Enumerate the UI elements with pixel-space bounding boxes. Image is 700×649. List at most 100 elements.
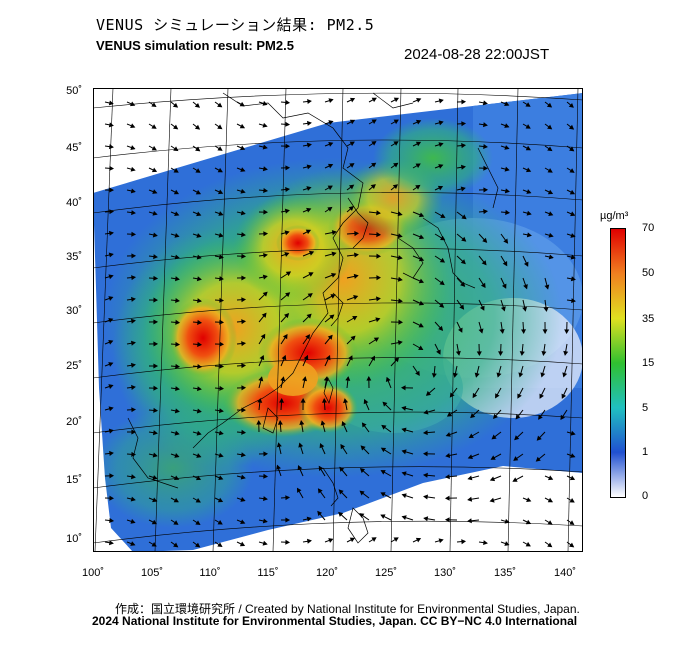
wind-arrow-head — [174, 276, 180, 282]
wind-arrow-head — [483, 187, 489, 193]
wind-arrow-head — [397, 233, 403, 239]
wind-arrow-head — [446, 411, 453, 417]
wind-arrow-head — [174, 211, 180, 216]
wind-arrow-head — [360, 445, 366, 451]
wind-arrow-head — [108, 230, 114, 236]
wind-arrow-head — [382, 401, 388, 407]
wind-arrow-head — [525, 167, 532, 173]
wind-arrow-head — [196, 386, 202, 392]
wind-arrow-head — [439, 302, 445, 308]
wind-arrow-head — [517, 393, 522, 399]
wind-arrow-head — [108, 100, 114, 106]
wind-arrow-head — [455, 350, 461, 356]
wind-arrow-head — [195, 189, 202, 195]
wind-arrow-head — [218, 408, 224, 414]
wind-arrow-head — [175, 386, 180, 392]
wind-arrow-head — [153, 297, 159, 303]
wind-arrow-head — [152, 210, 158, 216]
wind-arrow-head — [490, 455, 496, 460]
wind-arrow-head — [109, 473, 115, 479]
wind-arrow-head — [422, 472, 428, 478]
wind-arrow-head — [239, 541, 246, 547]
wind-arrow-head — [425, 390, 432, 396]
wind-arrow-head — [380, 514, 386, 519]
wind-arrow-head — [130, 123, 136, 128]
wind-arrow-head — [461, 99, 467, 105]
wind-arrow-head — [307, 293, 313, 298]
wind-arrow-head — [240, 519, 246, 524]
wind-arrow-head — [285, 121, 291, 127]
wind-arrow-head — [284, 208, 290, 214]
wind-arrow-head — [263, 188, 269, 193]
colorbar-tick: 5 — [642, 402, 649, 414]
wind-arrow-head — [380, 492, 386, 497]
wind-arrow-head — [174, 232, 180, 238]
lon-label: 125˚ — [374, 567, 398, 579]
wind-arrow-head — [109, 209, 115, 215]
wind-arrow-head — [318, 465, 324, 471]
wind-arrow-head — [306, 186, 312, 191]
wind-vectors — [104, 97, 576, 548]
wind-arrow-head — [173, 146, 179, 152]
wind-arrow-head — [153, 341, 159, 347]
wind-arrow-head — [196, 211, 202, 217]
wind-arrow-head — [468, 433, 474, 439]
wind-arrow-head — [371, 141, 377, 146]
wind-arrow-head — [547, 189, 554, 195]
wind-arrow-head — [108, 406, 114, 412]
wind-arrow-head — [467, 475, 473, 481]
wind-arrow-head — [153, 275, 159, 281]
wind-arrow-head — [174, 430, 180, 436]
wind-arrow-head — [525, 541, 531, 547]
lat-label: 10˚ — [66, 533, 82, 545]
wind-arrow-head — [418, 234, 425, 240]
wind-arrow-head — [541, 350, 547, 356]
wind-arrow-head — [256, 419, 262, 425]
wind-arrow-head — [483, 144, 488, 149]
wind-arrow-head — [401, 449, 407, 455]
wind-arrow-head — [397, 340, 403, 346]
wind-arrow-head — [196, 453, 202, 458]
wind-arrow-head — [505, 209, 511, 215]
wind-arrow-head — [458, 327, 463, 333]
wind-arrow-head — [418, 300, 425, 306]
wind-arrow-head — [542, 329, 548, 335]
wind-arrow-head — [373, 337, 380, 342]
wind-arrow-head — [504, 188, 510, 194]
wind-arrow-head — [239, 145, 246, 151]
wind-arrow-head — [482, 122, 488, 128]
wind-arrow-head — [570, 254, 576, 260]
pm25-map — [93, 88, 583, 552]
wind-arrow-head — [173, 168, 179, 173]
wind-arrow-head — [570, 233, 576, 238]
wind-arrow-head — [262, 496, 268, 502]
wind-arrow-head — [217, 124, 223, 130]
wind-arrow-head — [218, 452, 224, 458]
wind-arrow-head — [522, 306, 527, 312]
wind-arrow-head — [277, 419, 283, 425]
wind-arrow-head — [240, 452, 246, 458]
wind-arrow-head — [131, 275, 137, 281]
wind-arrow-head — [375, 317, 381, 323]
lon-label: 120˚ — [315, 567, 339, 579]
wind-arrow-head — [376, 210, 381, 216]
wind-arrow-head — [317, 510, 323, 517]
wind-arrow-head — [467, 454, 473, 459]
wind-arrow-head — [341, 421, 347, 427]
wind-arrow-head — [305, 334, 311, 340]
wind-arrow-head — [263, 252, 268, 258]
wind-arrow-head — [526, 189, 532, 194]
wind-arrow-head — [548, 254, 554, 260]
wind-arrow-head — [130, 474, 136, 480]
wind-arrow-head — [547, 475, 554, 481]
wind-arrow-head — [130, 188, 136, 194]
wind-arrow-head — [349, 163, 355, 168]
wind-arrow-head — [452, 372, 458, 378]
wind-arrow-head — [504, 101, 510, 106]
wind-arrow-head — [371, 97, 377, 103]
wind-arrow-head — [259, 354, 265, 361]
lat-label: 35˚ — [66, 251, 82, 263]
wind-arrow-head — [504, 518, 510, 524]
wind-arrow-head — [480, 282, 486, 289]
wind-arrow-head — [393, 97, 400, 103]
